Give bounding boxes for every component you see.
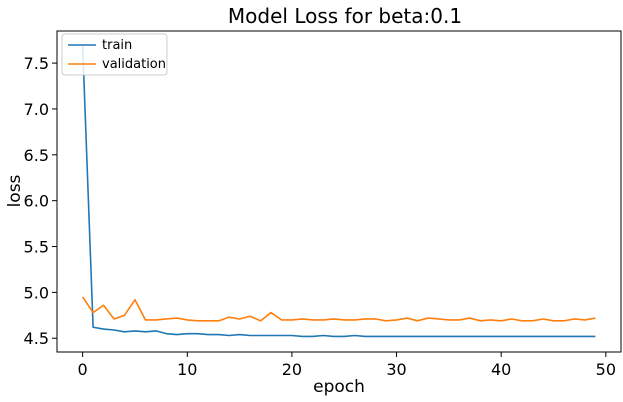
x-tick-label: 50	[596, 360, 616, 379]
y-tick-label: 7.5	[24, 54, 49, 73]
y-tick-label: 5.0	[24, 283, 49, 302]
x-tick-label: 20	[282, 360, 302, 379]
series-line-validation	[81, 296, 596, 322]
y-tick-label: 4.5	[24, 329, 49, 348]
x-axis-ticks: 0 10 20 30 40 50	[78, 352, 616, 379]
x-axis-label: epoch	[313, 377, 365, 397]
legend-label-validation: validation	[102, 57, 166, 72]
legend: train validation	[61, 33, 168, 76]
y-axis-ticks: 4.5 5.0 5.5 6.0 6.5 7.0 7.5	[24, 54, 57, 348]
chart-title: Model Loss for beta:0.1	[228, 4, 462, 28]
x-tick-label: 10	[177, 360, 197, 379]
y-tick-label: 5.5	[24, 238, 49, 257]
x-tick-label: 30	[386, 360, 406, 379]
legend-label-train: train	[102, 38, 132, 53]
plot-frame	[56, 30, 622, 353]
y-tick-label: 6.5	[24, 146, 49, 165]
plot-lines	[81, 44, 596, 338]
y-axis-label: loss	[5, 174, 25, 207]
x-tick-label: 0	[78, 360, 88, 379]
y-tick-label: 7.0	[24, 100, 49, 119]
x-tick-label: 40	[491, 360, 511, 379]
y-tick-label: 6.0	[24, 192, 49, 211]
series-line-train	[81, 44, 596, 338]
